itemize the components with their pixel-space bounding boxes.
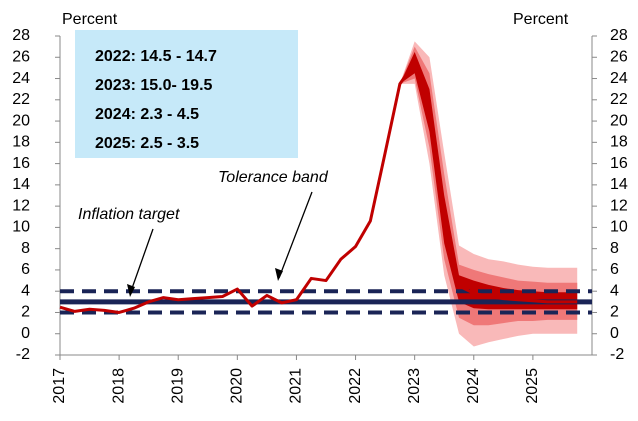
y-tick-label: 12 bbox=[12, 197, 30, 214]
x-tick-label: 2020 bbox=[229, 368, 246, 404]
y2-tick-label: 20 bbox=[610, 112, 628, 129]
y2-tick-label: 14 bbox=[610, 176, 628, 193]
arrow-head bbox=[127, 284, 135, 297]
y-tick-label: 4 bbox=[21, 282, 30, 299]
y2-tick-label: 18 bbox=[610, 134, 628, 151]
y-axis-label: Percent bbox=[62, 11, 118, 28]
y-tick-label: 20 bbox=[12, 112, 30, 129]
text-box-line: 2023: 15.0- 19.5 bbox=[95, 77, 213, 94]
annotation: Tolerance band bbox=[218, 169, 329, 186]
y2-tick-label: 0 bbox=[610, 325, 619, 342]
x-tick-label: 2022 bbox=[347, 368, 364, 404]
fan-band bbox=[399, 41, 578, 347]
text-box-line: 2025: 2.5 - 3.5 bbox=[95, 135, 199, 152]
y-tick-label: 18 bbox=[12, 134, 30, 151]
y-tick-label: 24 bbox=[12, 70, 30, 87]
annotation: Inflation target bbox=[78, 206, 180, 223]
x-tick-label: 2019 bbox=[169, 368, 186, 404]
y-tick-label: 10 bbox=[12, 219, 30, 236]
y-tick-label: 8 bbox=[21, 240, 30, 257]
y2-tick-label: 6 bbox=[610, 261, 619, 278]
y2-tick-label: 26 bbox=[610, 48, 628, 65]
text-box-line: 2022: 14.5 - 14.7 bbox=[95, 48, 217, 65]
y-tick-label: 28 bbox=[12, 27, 30, 44]
y-tick-label: 6 bbox=[21, 261, 30, 278]
line-series bbox=[59, 61, 578, 314]
y-tick-label: 26 bbox=[12, 48, 30, 65]
y2-tick-label: 28 bbox=[610, 27, 628, 44]
y-tick-label: 0 bbox=[21, 325, 30, 342]
annotation-arrow bbox=[278, 191, 313, 279]
x-tick-label: 2025 bbox=[524, 368, 541, 404]
text-box bbox=[75, 30, 298, 158]
arrow-head bbox=[275, 268, 283, 281]
y2-tick-label: 24 bbox=[610, 70, 628, 87]
x-tick-label: 2024 bbox=[465, 368, 482, 404]
y-tick-label: -2 bbox=[16, 346, 30, 363]
y-tick-label: 14 bbox=[12, 176, 30, 193]
y2-tick-label: -2 bbox=[610, 346, 624, 363]
y2-tick-label: 2 bbox=[610, 304, 619, 321]
y2-tick-label: 10 bbox=[610, 219, 628, 236]
fan-band bbox=[399, 46, 578, 326]
y2-tick-label: 22 bbox=[610, 91, 628, 108]
y2-tick-label: 4 bbox=[610, 282, 619, 299]
x-tick-label: 2017 bbox=[51, 368, 68, 404]
x-tick-label: 2021 bbox=[288, 368, 305, 404]
x-tick-label: 2023 bbox=[406, 368, 423, 404]
y2-tick-label: 12 bbox=[610, 197, 628, 214]
annotation-arrow bbox=[129, 228, 154, 295]
y2-tick-label: 8 bbox=[610, 240, 619, 257]
y-tick-label: 2 bbox=[21, 304, 30, 321]
x-tick-label: 2018 bbox=[110, 368, 127, 404]
text-box-line: 2024: 2.3 - 4.5 bbox=[95, 106, 199, 123]
y2-tick-label: 16 bbox=[610, 155, 628, 172]
y-tick-label: 16 bbox=[12, 155, 30, 172]
y-tick-label: 22 bbox=[12, 91, 30, 108]
y2-axis-label: Percent bbox=[513, 11, 569, 28]
